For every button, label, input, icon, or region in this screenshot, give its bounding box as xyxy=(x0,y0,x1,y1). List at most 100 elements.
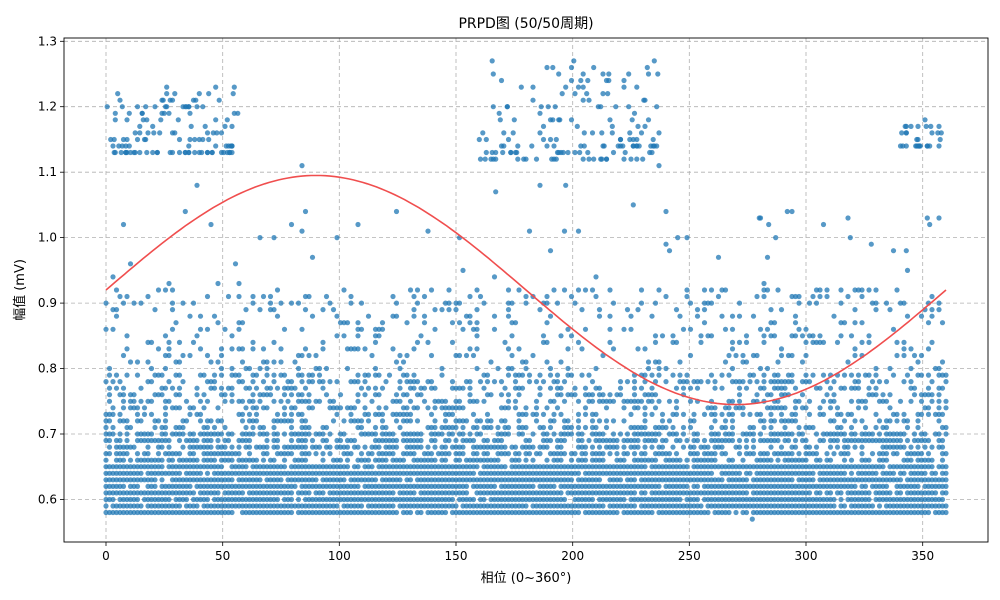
data-point xyxy=(756,215,762,221)
data-point xyxy=(568,333,575,339)
data-point xyxy=(509,300,515,306)
data-point xyxy=(120,392,127,398)
data-point xyxy=(348,451,354,457)
data-point xyxy=(915,123,921,129)
data-point xyxy=(519,372,526,378)
data-point xyxy=(274,287,281,293)
data-point xyxy=(936,123,942,129)
data-point xyxy=(453,307,459,313)
data-point xyxy=(264,431,270,437)
data-point xyxy=(155,418,162,424)
data-point xyxy=(708,424,715,431)
data-point xyxy=(414,287,421,293)
data-point xyxy=(306,490,312,496)
data-point xyxy=(537,130,543,136)
data-point xyxy=(302,457,309,463)
data-point xyxy=(526,451,533,457)
data-point xyxy=(621,418,627,424)
data-point xyxy=(936,398,942,404)
data-point xyxy=(477,156,484,162)
data-point xyxy=(894,352,900,359)
data-point xyxy=(670,424,676,431)
data-point xyxy=(810,333,816,339)
data-point xyxy=(523,359,529,365)
data-point xyxy=(568,117,575,123)
data-point xyxy=(642,464,648,470)
data-point xyxy=(421,398,428,404)
data-point xyxy=(600,71,606,77)
data-point xyxy=(873,424,879,431)
data-point xyxy=(943,490,949,496)
data-point xyxy=(390,451,396,457)
data-point xyxy=(442,509,449,516)
data-point xyxy=(460,385,466,391)
data-point xyxy=(943,398,949,404)
data-point xyxy=(257,235,263,241)
data-point xyxy=(680,411,687,417)
data-point xyxy=(859,339,865,345)
data-point xyxy=(460,431,466,437)
data-point xyxy=(530,84,536,90)
data-point xyxy=(390,503,396,509)
data-point xyxy=(610,418,617,424)
data-point xyxy=(855,405,862,411)
data-point xyxy=(495,457,501,463)
data-point xyxy=(187,352,193,359)
data-point xyxy=(610,398,617,404)
data-point xyxy=(194,104,200,110)
data-point xyxy=(213,117,219,123)
x-tick-label: 150 xyxy=(445,549,468,563)
data-point xyxy=(309,437,316,444)
data-point xyxy=(292,385,298,391)
data-point xyxy=(488,392,494,398)
data-point xyxy=(894,287,900,293)
data-point xyxy=(166,346,172,352)
data-point xyxy=(246,385,253,391)
data-point xyxy=(477,293,484,300)
data-point xyxy=(610,300,617,306)
data-point xyxy=(103,503,109,509)
data-point xyxy=(677,313,683,319)
data-point xyxy=(491,483,498,489)
data-point xyxy=(225,293,232,300)
data-point xyxy=(873,411,879,417)
data-point xyxy=(231,84,237,90)
data-point xyxy=(642,411,648,417)
data-point xyxy=(789,379,795,385)
data-point xyxy=(411,313,417,319)
data-point xyxy=(523,411,529,417)
data-point xyxy=(188,123,194,129)
data-point xyxy=(428,411,435,417)
data-point xyxy=(204,424,211,431)
data-point xyxy=(559,91,565,97)
data-point xyxy=(393,437,400,444)
data-point xyxy=(659,444,666,450)
data-point xyxy=(761,379,767,385)
data-point xyxy=(393,300,400,306)
data-point xyxy=(355,221,361,228)
data-point xyxy=(154,149,160,156)
data-point xyxy=(663,293,669,300)
data-point xyxy=(666,451,673,457)
data-point xyxy=(530,483,536,489)
reference-sine-curve xyxy=(105,174,947,406)
data-point xyxy=(281,392,288,398)
data-point xyxy=(880,392,886,398)
data-point xyxy=(118,149,124,156)
data-point xyxy=(868,241,874,247)
data-point xyxy=(222,444,228,450)
data-point xyxy=(229,457,235,463)
data-point xyxy=(538,104,544,110)
data-point xyxy=(143,104,149,110)
data-point xyxy=(722,451,729,457)
data-point xyxy=(236,326,242,332)
data-point xyxy=(152,424,158,431)
data-point xyxy=(806,411,813,417)
data-point xyxy=(599,156,605,162)
data-point xyxy=(530,457,536,463)
data-point xyxy=(432,307,438,313)
data-point xyxy=(654,104,660,110)
data-point xyxy=(446,437,452,444)
data-point xyxy=(806,444,813,450)
data-point xyxy=(621,405,627,411)
